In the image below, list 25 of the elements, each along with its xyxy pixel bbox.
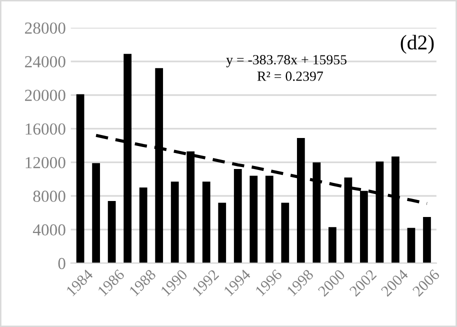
y-tick-label: 28000 (25, 22, 66, 34)
bar (170, 182, 179, 264)
bar (328, 227, 336, 264)
y-tick-label: 20000 (25, 90, 66, 102)
bar (202, 182, 210, 264)
bar (92, 163, 100, 264)
annotation: (d2) (400, 34, 434, 54)
bar (139, 188, 148, 264)
annotation: R² = 0.2397 (257, 72, 323, 81)
annotation: y = -383.78x + 15955 (226, 55, 346, 68)
y-tick-label: 24000 (25, 56, 66, 68)
y-tick-label: 8000 (33, 190, 66, 202)
bar (281, 202, 290, 264)
y-tick-label: 16000 (26, 123, 66, 135)
bar (76, 94, 84, 264)
bar (265, 176, 274, 264)
bar (250, 176, 258, 264)
y-tick-label: 12000 (26, 157, 66, 168)
bar (108, 201, 116, 264)
bar (423, 216, 431, 264)
y-tick-label: 0 (58, 258, 66, 270)
y-tick-label: 4000 (32, 224, 66, 236)
bar (218, 202, 226, 264)
bar (234, 169, 242, 264)
bar (407, 228, 416, 264)
